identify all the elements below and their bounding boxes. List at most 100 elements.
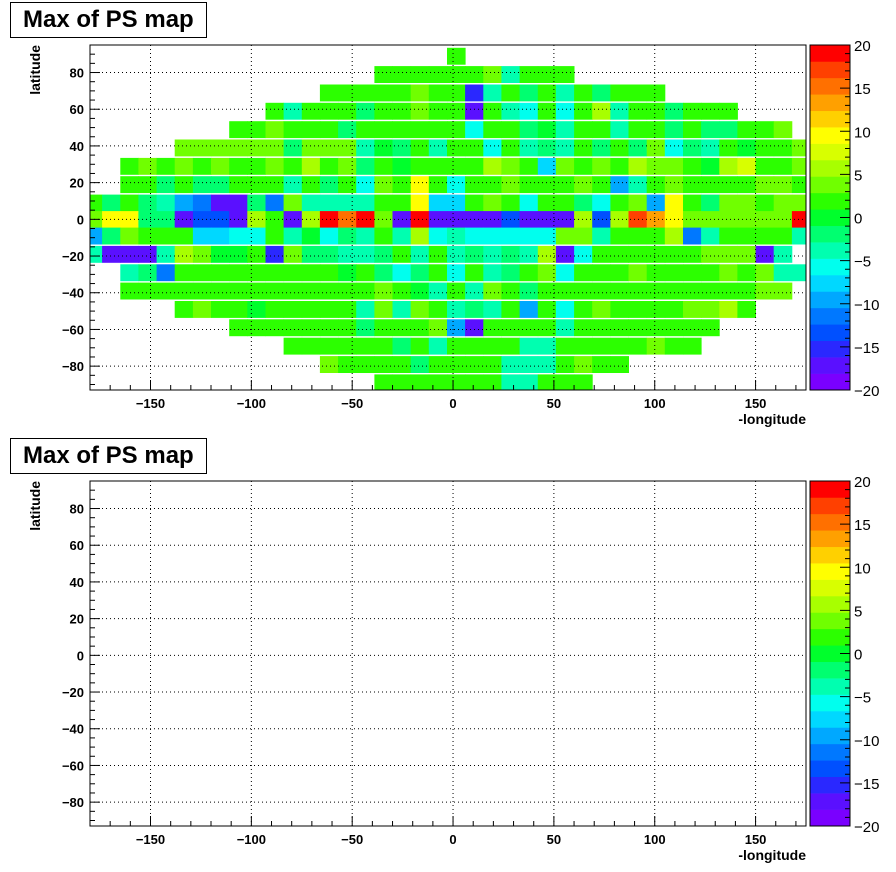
heatmap-cell — [283, 157, 303, 175]
heatmap-cell — [410, 301, 430, 318]
heatmap-cell — [592, 337, 611, 355]
heatmap-cell — [701, 301, 720, 318]
heatmap-svg: −150 −100 −50 0 50 100 150806040200−20−40−60−8… — [27, 474, 879, 863]
heatmap-cell — [156, 157, 176, 175]
heatmap-cell — [247, 319, 266, 337]
heatmap-cell — [410, 157, 430, 175]
heatmap-cell — [247, 264, 266, 282]
heatmap-cell — [465, 319, 484, 337]
heatmap-cell — [628, 319, 648, 337]
heatmap-cell — [265, 139, 285, 157]
heatmap-cell — [156, 211, 176, 228]
heatmap-cell — [755, 121, 775, 139]
heatmap-cell — [628, 245, 648, 263]
heatmap-cell — [283, 176, 303, 194]
x-tick-label: 0 — [449, 832, 456, 847]
heatmap-cell — [719, 139, 738, 157]
heatmap-cell — [447, 301, 466, 318]
heatmap-cell — [719, 282, 738, 300]
heatmap-cell — [664, 245, 684, 263]
heatmap-cell — [646, 139, 666, 157]
heatmap-cell — [537, 84, 557, 102]
heatmap-cell — [138, 157, 157, 175]
heatmap-cell — [519, 374, 539, 391]
palette-tick-label: 5 — [854, 167, 862, 184]
heatmap-cell — [247, 157, 266, 175]
heatmap-cell — [555, 319, 575, 337]
heatmap-cell — [447, 337, 466, 355]
heatmap-cell — [319, 194, 339, 212]
heatmap-cell — [610, 194, 629, 212]
heatmap-cell — [519, 66, 539, 83]
heatmap-cell — [265, 245, 285, 263]
heatmap-cell — [683, 227, 702, 245]
heatmap-cell — [211, 176, 230, 194]
heatmap-cell — [211, 264, 230, 282]
palette-swatch — [810, 209, 850, 227]
y-tick-label: 80 — [70, 66, 84, 81]
heatmap-cell — [574, 282, 593, 300]
heatmap-cell — [610, 139, 629, 157]
heatmap-cell — [229, 227, 248, 245]
palette-swatch — [810, 192, 850, 210]
heatmap-cell — [555, 194, 575, 212]
heatmap-cell — [428, 194, 448, 212]
heatmap-cell — [301, 264, 321, 282]
heatmap-cell — [174, 194, 194, 212]
palette-swatch — [810, 530, 850, 548]
palette-swatch — [810, 127, 850, 144]
heatmap-cell — [247, 176, 266, 194]
heatmap-cell — [265, 282, 285, 300]
heatmap-cell — [392, 227, 412, 245]
palette-swatch — [810, 497, 850, 515]
heatmap-cell — [755, 139, 775, 157]
palette-tick-label: 10 — [854, 560, 871, 577]
heatmap-cell — [501, 337, 520, 355]
heatmap-cell — [120, 211, 139, 228]
palette-swatch — [810, 291, 850, 309]
heatmap-cell — [319, 356, 339, 373]
heatmap-cell — [537, 176, 557, 194]
heatmap-cell — [773, 264, 793, 282]
heatmap-cell — [410, 245, 430, 263]
heatmap-cell — [737, 157, 756, 175]
heatmap-cell — [628, 211, 648, 228]
palette-tick-label: 20 — [854, 38, 871, 55]
heatmap-cell — [519, 319, 539, 337]
heatmap-cell — [211, 301, 230, 318]
heatmap-cell — [592, 301, 611, 318]
heatmap-cell — [465, 139, 484, 157]
y-tick-label: −60 — [62, 758, 84, 773]
heatmap-cell — [737, 301, 756, 318]
heatmap-cell — [428, 121, 448, 139]
heatmap-cell — [356, 102, 375, 120]
heatmap-cell — [519, 157, 539, 175]
heatmap-cell — [483, 374, 502, 391]
heatmap-cell — [646, 176, 666, 194]
x-tick-label: −100 — [237, 832, 266, 847]
palette-swatch — [810, 275, 850, 292]
heatmap-cell — [791, 211, 807, 228]
heatmap-cell — [283, 211, 303, 228]
chart-title: Max of PS map — [10, 438, 207, 474]
heatmap-cell — [338, 84, 357, 102]
heatmap-cell — [646, 245, 666, 263]
palette-tick-label: −20 — [854, 383, 879, 400]
heatmap-cell — [283, 301, 303, 318]
heatmap-cell — [773, 227, 793, 245]
heatmap-cell — [501, 227, 520, 245]
heatmap-cell — [610, 102, 629, 120]
heatmap-cell — [555, 66, 575, 83]
heatmap-cell — [465, 337, 484, 355]
heatmap-cell — [574, 337, 593, 355]
heatmap-cell — [719, 227, 738, 245]
x-tick-label: −50 — [341, 832, 363, 847]
palette-swatch — [810, 258, 850, 276]
palette-swatch — [810, 176, 850, 194]
heatmap-cell — [374, 121, 393, 139]
heatmap-cell — [265, 227, 285, 245]
heatmap-cell — [664, 337, 684, 355]
heatmap-cell — [755, 227, 775, 245]
heatmap-cell — [301, 227, 321, 245]
heatmap-cell — [447, 374, 466, 391]
